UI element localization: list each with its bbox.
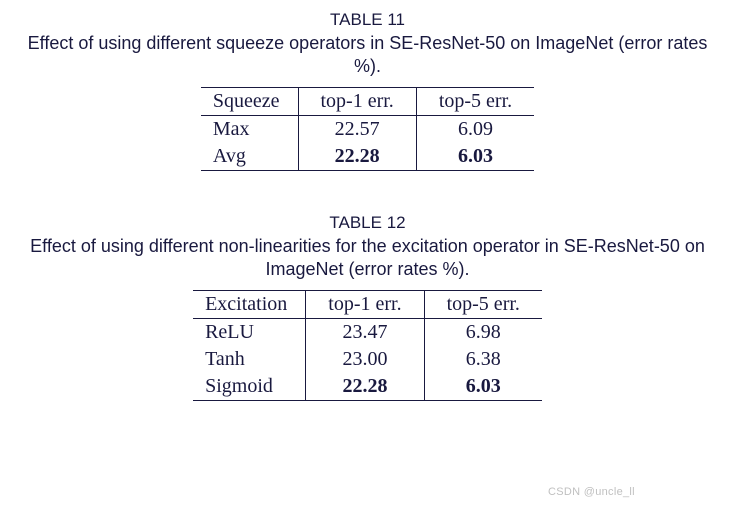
table-11-block: TABLE 11 Effect of using different squee… xyxy=(20,10,715,171)
cell-top1: 23.00 xyxy=(306,346,424,373)
table-12-number: TABLE 12 xyxy=(20,213,715,233)
table-12-col-2: top-5 err. xyxy=(424,290,542,318)
table-12: Excitation top-1 err. top-5 err. ReLU 23… xyxy=(193,290,542,401)
table-row: ReLU 23.47 6.98 xyxy=(193,318,542,346)
table-12-header-row: Excitation top-1 err. top-5 err. xyxy=(193,290,542,318)
cell-top5: 6.38 xyxy=(424,346,542,373)
table-11-caption: Effect of using different squeeze operat… xyxy=(28,32,708,79)
cell-top5: 6.09 xyxy=(416,115,534,143)
table-12-caption: Effect of using different non-linearitie… xyxy=(28,235,708,282)
table-11: Squeeze top-1 err. top-5 err. Max 22.57 … xyxy=(201,87,534,171)
table-row: Sigmoid 22.28 6.03 xyxy=(193,373,542,401)
table-11-number: TABLE 11 xyxy=(20,10,715,30)
cell-label: Avg xyxy=(201,143,298,171)
table-12-col-1: top-1 err. xyxy=(306,290,424,318)
table-11-col-1: top-1 err. xyxy=(298,87,416,115)
cell-label: ReLU xyxy=(193,318,306,346)
cell-top1: 22.28 xyxy=(298,143,416,171)
cell-label: Sigmoid xyxy=(193,373,306,401)
cell-top1: 23.47 xyxy=(306,318,424,346)
cell-top5: 6.03 xyxy=(424,373,542,401)
table-row: Avg 22.28 6.03 xyxy=(201,143,534,171)
cell-top5: 6.03 xyxy=(416,143,534,171)
cell-top1: 22.28 xyxy=(306,373,424,401)
cell-label: Tanh xyxy=(193,346,306,373)
cell-label: Max xyxy=(201,115,298,143)
watermark-text: CSDN @uncle_ll xyxy=(548,486,635,498)
table-11-col-2: top-5 err. xyxy=(416,87,534,115)
cell-top1: 22.57 xyxy=(298,115,416,143)
table-11-col-0: Squeeze xyxy=(201,87,298,115)
table-12-col-0: Excitation xyxy=(193,290,306,318)
table-12-block: TABLE 12 Effect of using different non-l… xyxy=(20,213,715,401)
cell-top5: 6.98 xyxy=(424,318,542,346)
table-row: Max 22.57 6.09 xyxy=(201,115,534,143)
table-row: Tanh 23.00 6.38 xyxy=(193,346,542,373)
table-11-header-row: Squeeze top-1 err. top-5 err. xyxy=(201,87,534,115)
